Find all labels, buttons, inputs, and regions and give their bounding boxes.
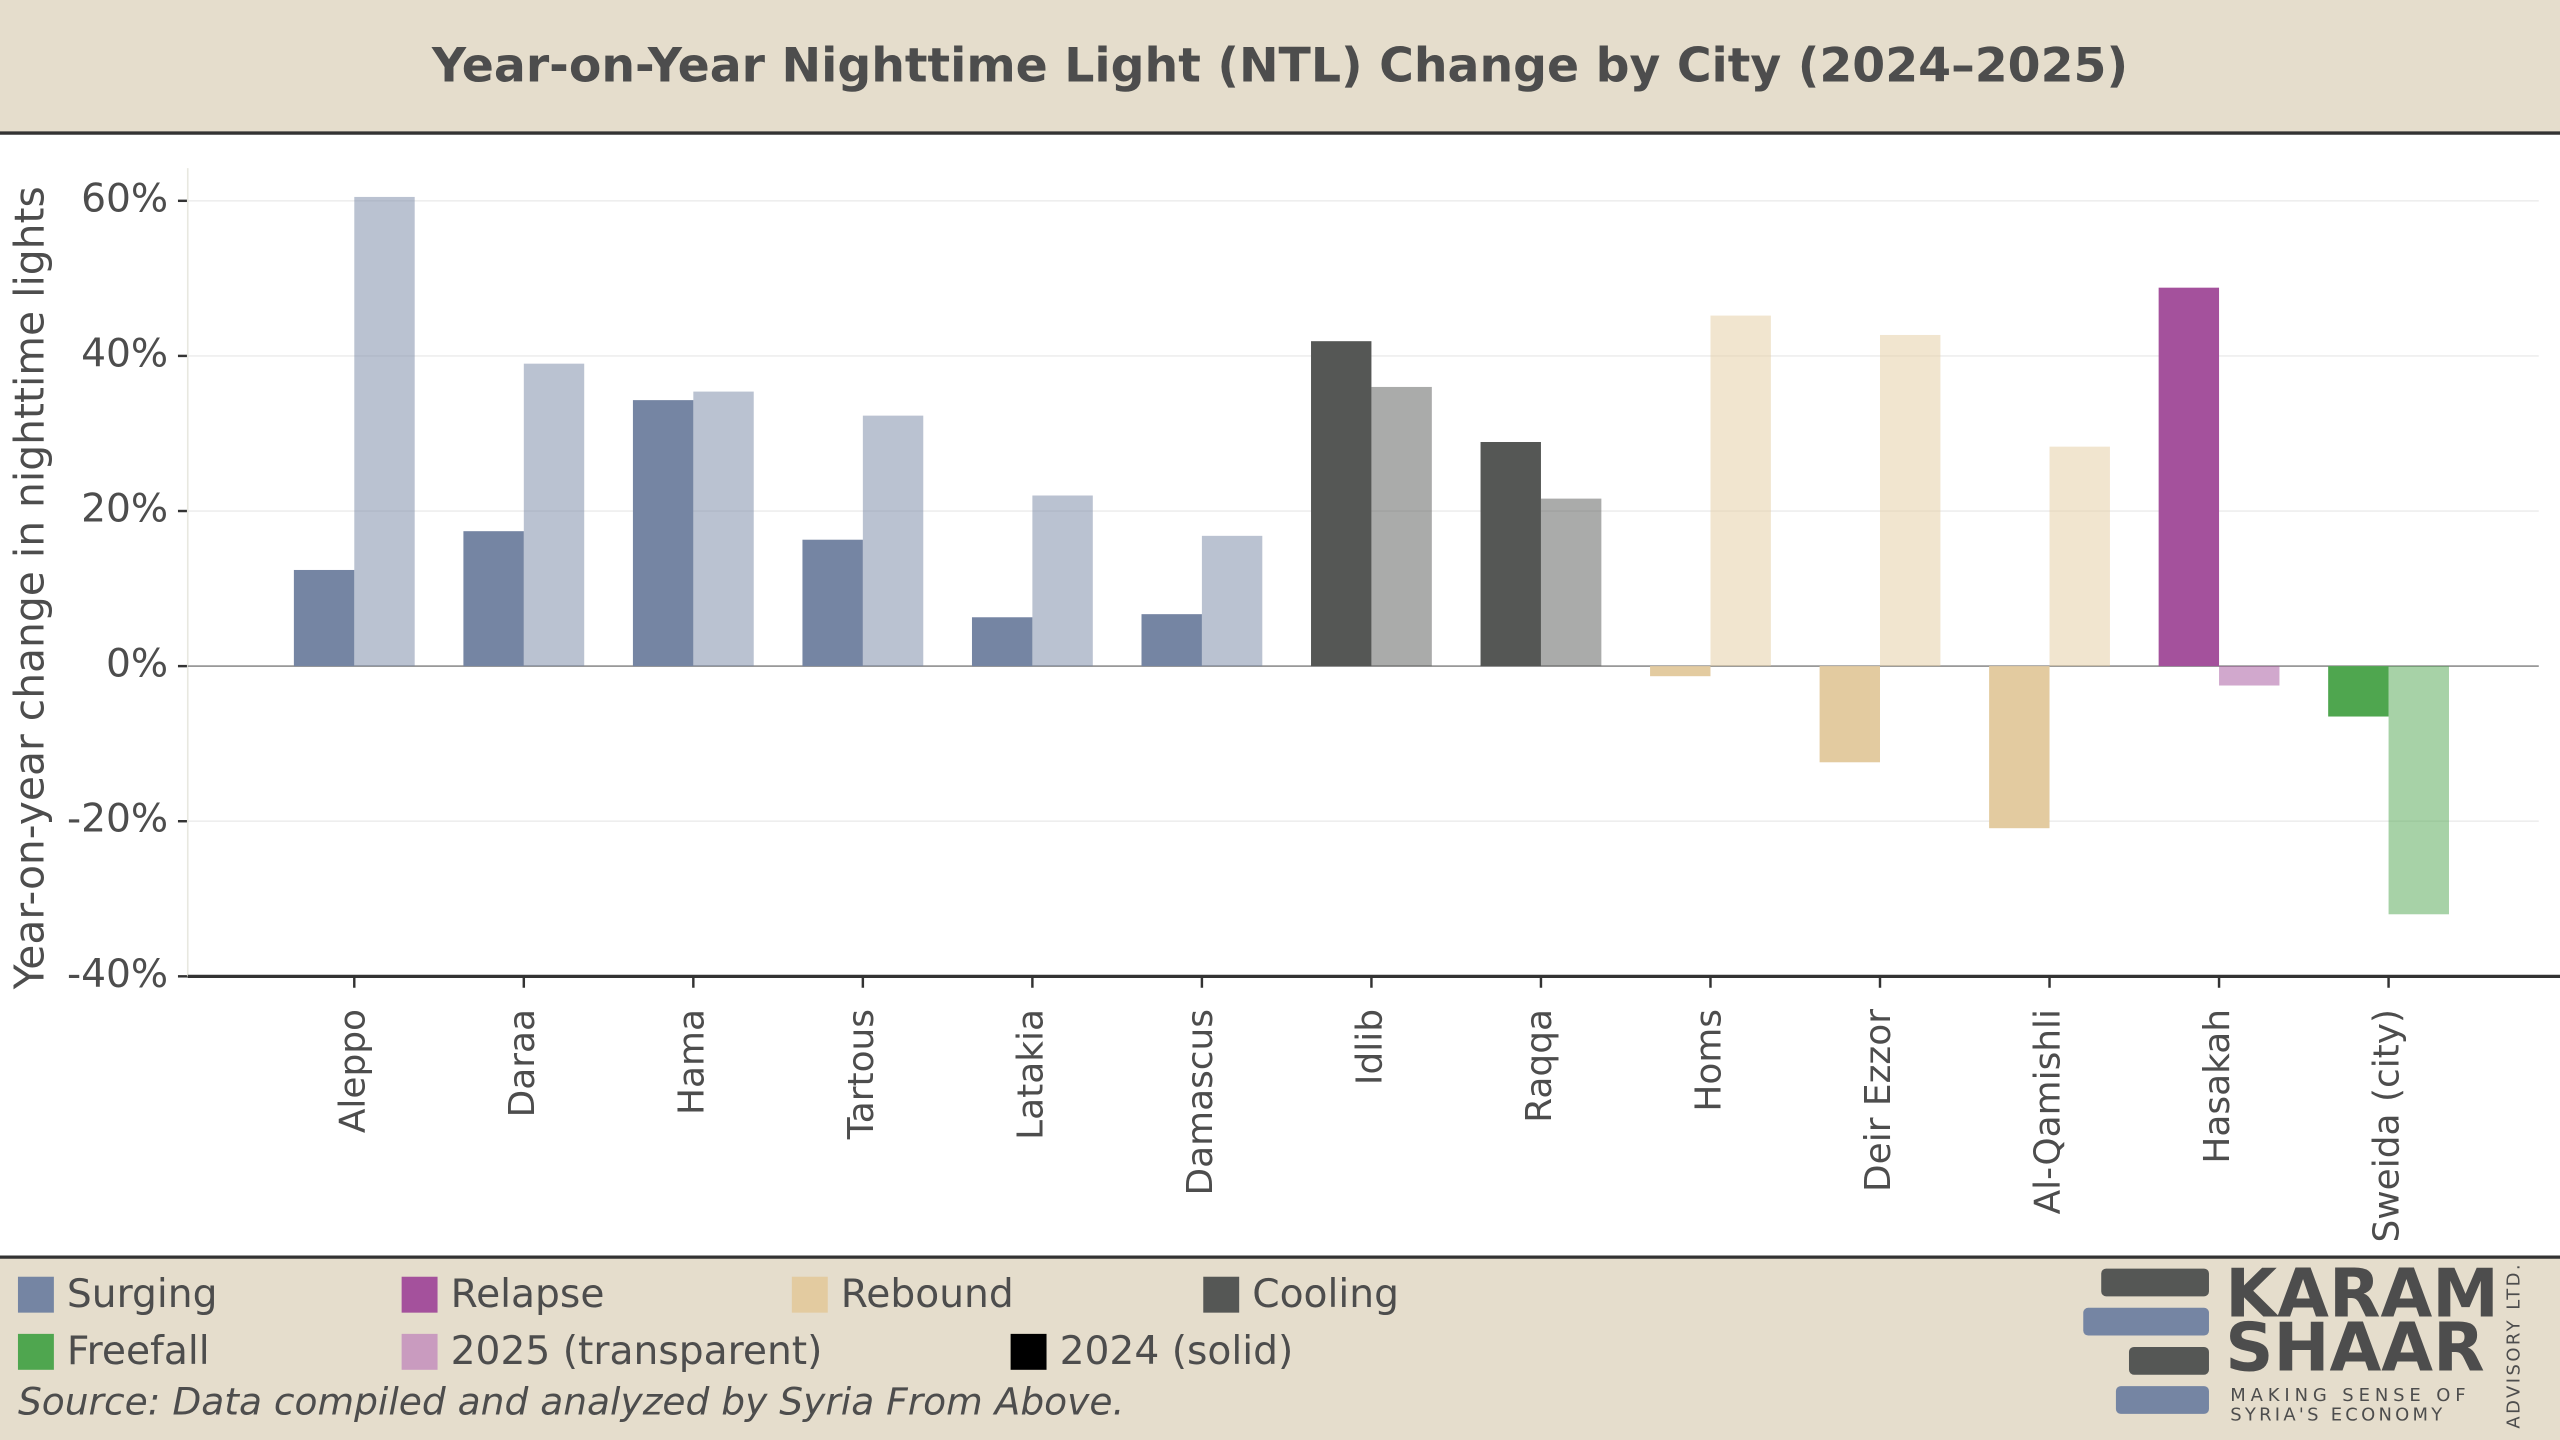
x-tick-label: Raqqa (1519, 1009, 1560, 1123)
x-tick-label: Hasakah (2197, 1009, 2238, 1164)
logo: KARAM SHAAR MAKING SENSE OF SYRIA'S ECON… (2083, 1255, 2524, 1429)
logo-bar (2101, 1268, 2209, 1297)
logo-text: KARAM (2225, 1255, 2499, 1333)
logo-tagline: MAKING SENSE OF (2230, 1385, 2470, 1406)
bar (1201, 535, 1263, 667)
x-tick-label: Daraa (502, 1009, 543, 1117)
legend-swatch (1010, 1333, 1047, 1370)
x-tick-label: Homs (1688, 1009, 1729, 1112)
bar (1540, 498, 1602, 667)
legend-swatch (401, 1333, 438, 1370)
logo-bar (2115, 1386, 2209, 1414)
bar (2388, 666, 2449, 915)
bar (1371, 386, 1432, 667)
x-tick-label: Sweida (city) (2367, 1009, 2408, 1243)
bar (523, 363, 585, 667)
logo-bar (2083, 1307, 2209, 1336)
x-tick-label: Idlib (1349, 1009, 1390, 1085)
bar (693, 391, 754, 667)
legend-label: Relapse (451, 1272, 605, 1317)
bar (1819, 666, 1880, 763)
bar (2219, 666, 2280, 686)
legend-label: 2025 (transparent) (451, 1329, 823, 1374)
bar (2049, 446, 2110, 667)
bar (802, 539, 863, 667)
y-tick-label: -40% (67, 952, 168, 997)
bar (1141, 614, 1202, 667)
y-tick-label: 0% (106, 642, 168, 687)
bar (632, 400, 694, 667)
legend-label: Freefall (67, 1329, 210, 1374)
bar (1480, 442, 1541, 667)
x-tick-label: Damascus (1180, 1009, 1221, 1196)
header-background (0, 0, 2560, 133)
bar (2158, 287, 2220, 667)
legend-swatch (17, 1333, 54, 1370)
y-tick-label: 40% (81, 331, 168, 376)
x-tick-label: Al-Qamishli (2028, 1009, 2069, 1214)
source-note: Source: Data compiled and analyzed by Sy… (18, 1380, 1124, 1424)
logo-tagline: SYRIA'S ECONOMY (2230, 1405, 2445, 1426)
y-axis-label: Year-on-year change in nighttime lights (6, 186, 54, 990)
legend-swatch (17, 1276, 54, 1313)
logo-bar (2128, 1346, 2209, 1375)
x-tick-label: Latakia (1010, 1009, 1051, 1140)
legend-swatch (1203, 1276, 1240, 1313)
chart-title: Year-on-Year Nighttime Light (NTL) Chang… (431, 39, 2128, 94)
legend-label: 2024 (solid) (1060, 1329, 1294, 1374)
bar (1032, 495, 1093, 667)
x-tick-label: Tartous (841, 1009, 882, 1140)
bar (2328, 666, 2389, 717)
bar (293, 569, 355, 667)
legend-label: Surging (67, 1272, 218, 1317)
bar (971, 617, 1033, 667)
logo-text: SHAAR (2225, 1308, 2484, 1386)
bar (1989, 666, 2050, 829)
y-tick-label: -20% (67, 797, 168, 842)
legend-swatch (401, 1276, 438, 1313)
bar (1880, 334, 1941, 667)
y-tick-label: 60% (81, 176, 168, 221)
bar (354, 196, 415, 667)
bar (1650, 666, 1711, 677)
legend-swatch (791, 1276, 828, 1313)
legend-label: Rebound (841, 1272, 1014, 1317)
bar (1311, 341, 1372, 667)
bar (1710, 315, 1771, 667)
y-tick-label: 20% (81, 487, 168, 532)
x-tick-label: Deir Ezzor (1858, 1009, 1899, 1192)
x-tick-label: Aleppo (332, 1009, 373, 1133)
x-tick-label: Hama (671, 1009, 712, 1115)
logo-side: ADVISORY LTD. (2503, 1262, 2524, 1429)
bar (862, 415, 924, 667)
legend-label: Cooling (1252, 1272, 1399, 1317)
bar (463, 531, 524, 667)
